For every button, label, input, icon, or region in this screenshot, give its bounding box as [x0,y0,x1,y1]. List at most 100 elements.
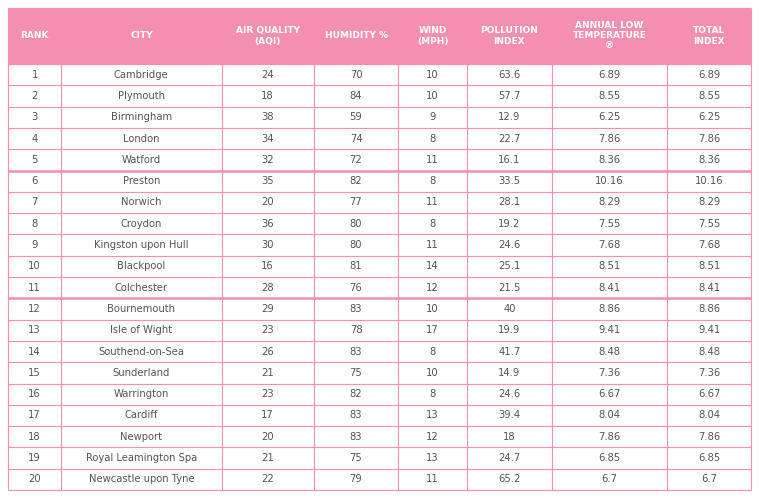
Text: 13: 13 [427,453,439,463]
Bar [313,8,398,64]
Bar [398,426,467,447]
Bar [61,447,222,469]
Text: 76: 76 [350,283,362,293]
Text: 13: 13 [28,325,41,335]
Text: 8: 8 [430,133,436,143]
Bar [552,64,667,85]
Bar [8,277,61,298]
Text: 83: 83 [350,347,362,357]
Text: 21: 21 [261,453,274,463]
Text: 18: 18 [261,91,274,101]
Text: 8: 8 [430,176,436,186]
Bar [398,8,467,64]
Bar [8,64,61,85]
Text: 11: 11 [28,283,41,293]
Text: 16: 16 [28,389,41,399]
Bar [467,469,552,490]
Bar [398,213,467,235]
Bar [667,341,751,362]
Bar [8,320,61,341]
Bar [313,85,398,107]
Bar [8,213,61,235]
Text: 75: 75 [350,368,362,378]
Bar [313,405,398,426]
Bar [61,64,222,85]
Bar [667,149,751,170]
Bar [667,320,751,341]
Text: Sunderland: Sunderland [112,368,170,378]
Text: 11: 11 [427,197,439,208]
Text: 9.41: 9.41 [698,325,720,335]
Text: 16: 16 [261,261,274,271]
Text: 81: 81 [350,261,362,271]
Text: 2: 2 [31,91,38,101]
Text: 77: 77 [350,197,362,208]
Text: 8.86: 8.86 [698,304,720,314]
Text: 79: 79 [350,475,362,485]
Bar [552,235,667,255]
Bar [667,235,751,255]
Text: 8: 8 [31,219,38,229]
Text: 74: 74 [350,133,362,143]
Bar [8,447,61,469]
Bar [8,235,61,255]
Text: 35: 35 [261,176,274,186]
Text: Cardiff: Cardiff [124,410,158,420]
Text: Isle of Wight: Isle of Wight [110,325,172,335]
Bar [467,255,552,277]
Text: 8.36: 8.36 [698,155,720,165]
Text: HUMIDITY %: HUMIDITY % [325,31,388,40]
Bar [467,277,552,298]
Text: 84: 84 [350,91,362,101]
Text: 23: 23 [261,389,274,399]
Text: 8.51: 8.51 [598,261,621,271]
Bar [61,362,222,383]
Bar [398,85,467,107]
Bar [667,8,751,64]
Bar [398,255,467,277]
Text: 6.85: 6.85 [598,453,621,463]
Text: 75: 75 [350,453,362,463]
Text: 8.36: 8.36 [598,155,621,165]
Bar [61,85,222,107]
Text: 82: 82 [350,389,362,399]
Bar [313,213,398,235]
Text: 20: 20 [261,432,274,442]
Bar [467,405,552,426]
Bar [552,255,667,277]
Text: 83: 83 [350,410,362,420]
Text: Colchester: Colchester [115,283,168,293]
Text: 1: 1 [31,70,38,80]
Bar [552,362,667,383]
Bar [222,298,313,320]
Text: 7.55: 7.55 [698,219,720,229]
Bar [222,170,313,192]
Bar [398,447,467,469]
Text: 19.2: 19.2 [498,219,521,229]
Bar [467,85,552,107]
Text: ANNUAL LOW
TEMPERATURE
®: ANNUAL LOW TEMPERATURE ® [572,21,647,51]
Bar [467,64,552,85]
Text: 8.55: 8.55 [598,91,621,101]
Text: 17: 17 [261,410,274,420]
Text: 41.7: 41.7 [498,347,521,357]
Text: 7.68: 7.68 [698,240,720,250]
Text: Birmingham: Birmingham [111,112,172,122]
Text: 30: 30 [261,240,274,250]
Text: Cambridge: Cambridge [114,70,168,80]
Bar [222,107,313,128]
Bar [667,277,751,298]
Text: 8.41: 8.41 [598,283,621,293]
Text: 12: 12 [427,432,439,442]
Bar [398,149,467,170]
Text: 21.5: 21.5 [498,283,521,293]
Text: 6.25: 6.25 [598,112,621,122]
Bar [667,447,751,469]
Bar [8,128,61,149]
Text: 13: 13 [427,410,439,420]
Text: 8.48: 8.48 [598,347,620,357]
Text: CITY: CITY [130,31,153,40]
Bar [552,8,667,64]
Bar [398,383,467,405]
Text: 10: 10 [427,91,439,101]
